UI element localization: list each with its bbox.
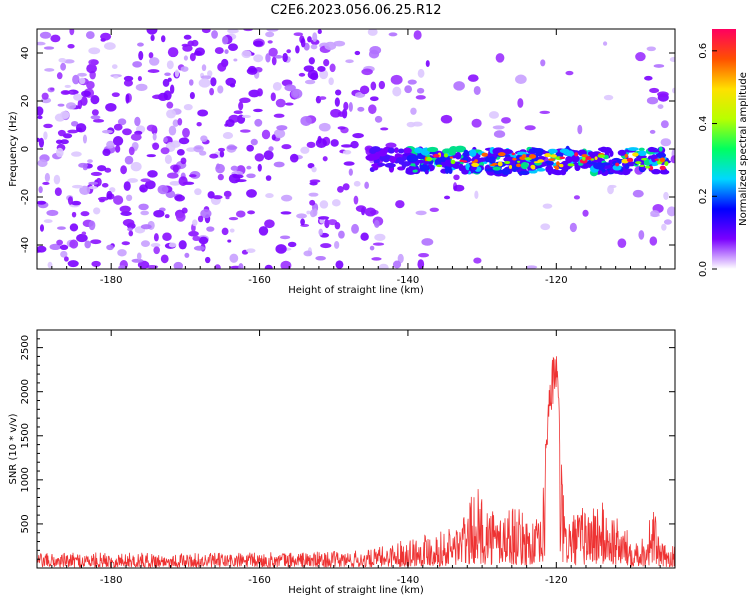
colorbar-tick-label: 0.0 <box>698 261 709 277</box>
heatmap-ytick-label: -20 <box>20 189 31 205</box>
heatmap-xlabel: Height of straight line (km) <box>288 285 424 296</box>
heatmap-xtick-label: -180 <box>100 275 123 286</box>
snr-xlabel: Height of straight line (km) <box>288 585 424 596</box>
heatmap-xtick-label: -120 <box>545 275 568 286</box>
snr-ytick-label: 1500 <box>20 423 31 448</box>
colorbar-label: Normalized spectral amplitude <box>738 72 749 226</box>
snr-xtick-label: -180 <box>100 575 123 586</box>
snr-ytick-label: 500 <box>20 514 31 533</box>
heatmap-panel: -180 -160 -140 -120 -40 -20 0 20 40 Height of st… <box>8 28 676 296</box>
snr-panel: -180 -160 -140 -120 500 1000 1500 2000 2500 Heig… <box>8 329 676 596</box>
heatmap-xtick-label: -140 <box>397 275 420 286</box>
snr-xtick-label: -140 <box>397 575 420 586</box>
heatmap-ytick-label: -40 <box>20 237 31 253</box>
colorbar-tick-label: 0.4 <box>698 116 709 132</box>
chart-title: C2E6.2023.056.06.25.R12 <box>270 3 441 18</box>
snr-ytick-label: 2500 <box>20 335 31 360</box>
heatmap-ytick-label: 20 <box>20 95 31 108</box>
snr-xtick-label: -120 <box>545 575 568 586</box>
heatmap-ylabel: Frequency (Hz) <box>8 111 19 187</box>
heatmap-xtick-label: -160 <box>248 275 271 286</box>
colorbar: 0.0 0.2 0.4 0.6 Normalized spectral amplitu… <box>698 29 749 277</box>
snr-xtick-label: -160 <box>248 575 271 586</box>
heatmap-cells <box>37 29 675 269</box>
colorbar-tick-label: 0.6 <box>698 43 709 59</box>
snr-series-line <box>37 356 675 568</box>
snr-ylabel: SNR (10 * v/v) <box>8 413 19 484</box>
snr-ytick-label: 1000 <box>20 467 31 492</box>
snr-frame <box>36 329 676 569</box>
colorbar-tick-label: 0.2 <box>698 188 709 204</box>
heatmap-axes: -180 -160 -140 -120 -40 -20 0 20 40 <box>20 29 676 286</box>
snr-ytick-label: 2000 <box>20 379 31 404</box>
heatmap-ytick-label: 40 <box>20 47 31 60</box>
heatmap-frame <box>36 28 676 270</box>
heatmap-ytick-label: 0 <box>20 146 31 152</box>
